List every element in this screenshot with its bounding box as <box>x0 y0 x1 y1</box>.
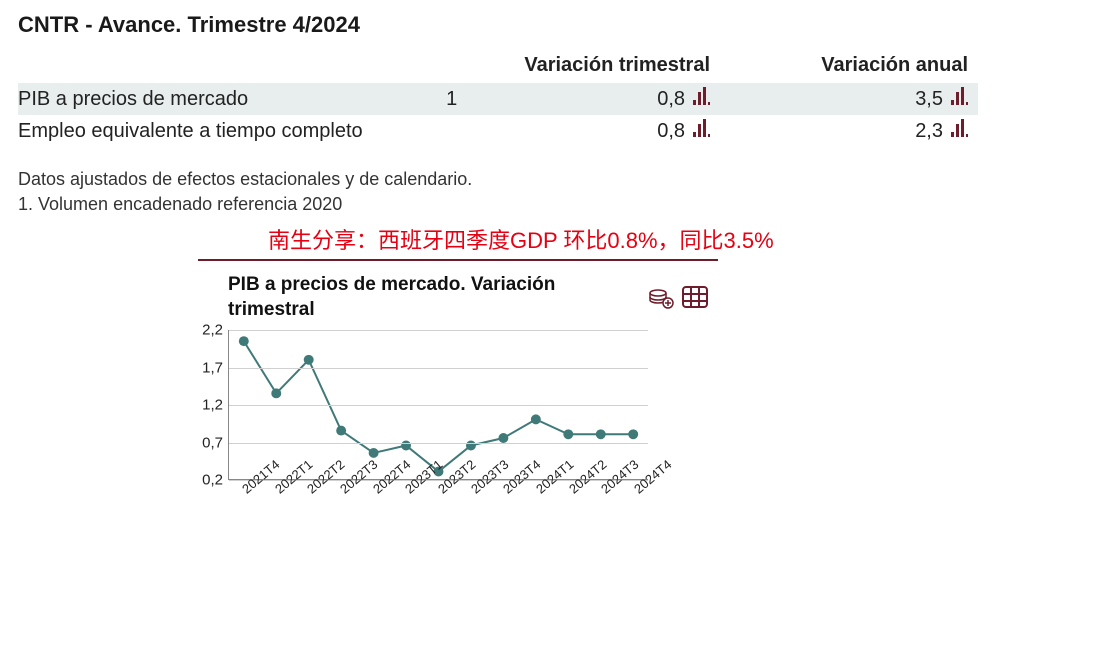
chinese-annotation: 南生分享：西班牙四季度GDP 环比0.8%，同比3.5% <box>268 223 1089 255</box>
mini-bar-chart-icon[interactable] <box>693 119 710 137</box>
footnote-ref: 1 <box>431 83 461 115</box>
chart-title: PIB a precios de mercado. Variación trim… <box>228 273 608 322</box>
y-axis-tick: 2,2 <box>202 322 223 339</box>
data-point[interactable] <box>628 430 638 440</box>
data-point[interactable] <box>498 433 508 443</box>
col-header-quarterly: Variación trimestral <box>461 48 720 83</box>
quarterly-value: 0,8 <box>461 115 720 147</box>
table-row: Empleo equivalente a tiempo completo 0,82… <box>18 115 978 147</box>
data-download-icon[interactable] <box>648 285 674 314</box>
grid-line <box>229 443 648 444</box>
mini-bar-chart-icon[interactable] <box>693 87 710 105</box>
grid-line <box>229 330 648 331</box>
mini-bar-chart-icon[interactable] <box>951 87 968 105</box>
mini-bar-chart-icon[interactable] <box>951 119 968 137</box>
row-label: Empleo equivalente a tiempo completo <box>18 115 431 147</box>
y-axis-tick: 1,7 <box>202 359 223 376</box>
y-axis-tick: 0,7 <box>202 434 223 451</box>
footnote-ref <box>431 115 461 147</box>
data-point[interactable] <box>239 337 249 347</box>
footnote: Datos ajustados de efectos estacionales … <box>18 169 1089 190</box>
data-point[interactable] <box>563 430 573 440</box>
grid-line <box>229 405 648 406</box>
chart-container: PIB a precios de mercado. Variación trim… <box>198 259 718 480</box>
data-point[interactable] <box>596 430 606 440</box>
annual-value: 3,5 <box>720 83 978 115</box>
data-point[interactable] <box>336 426 346 436</box>
annual-value: 2,3 <box>720 115 978 147</box>
data-point[interactable] <box>304 355 314 365</box>
row-label: PIB a precios de mercado <box>18 83 431 115</box>
table-row: PIB a precios de mercado10,83,5 <box>18 83 978 115</box>
summary-table: Variación trimestral Variación anual PIB… <box>18 48 978 147</box>
grid-line <box>229 368 648 369</box>
page-title: CNTR - Avance. Trimestre 4/2024 <box>18 12 1089 38</box>
footnote: 1. Volumen encadenado referencia 2020 <box>18 194 1089 215</box>
y-axis-tick: 0,2 <box>202 472 223 489</box>
footnotes: Datos ajustados de efectos estacionales … <box>18 169 1089 215</box>
line-chart: 0,20,71,21,72,22021T42022T12022T22022T32… <box>228 330 648 480</box>
y-axis-tick: 1,2 <box>202 397 223 414</box>
quarterly-value: 0,8 <box>461 83 720 115</box>
data-point[interactable] <box>271 389 281 399</box>
col-header-annual: Variación anual <box>720 48 978 83</box>
data-point[interactable] <box>531 415 541 425</box>
chart-line <box>244 342 633 472</box>
table-view-icon[interactable] <box>682 285 708 314</box>
